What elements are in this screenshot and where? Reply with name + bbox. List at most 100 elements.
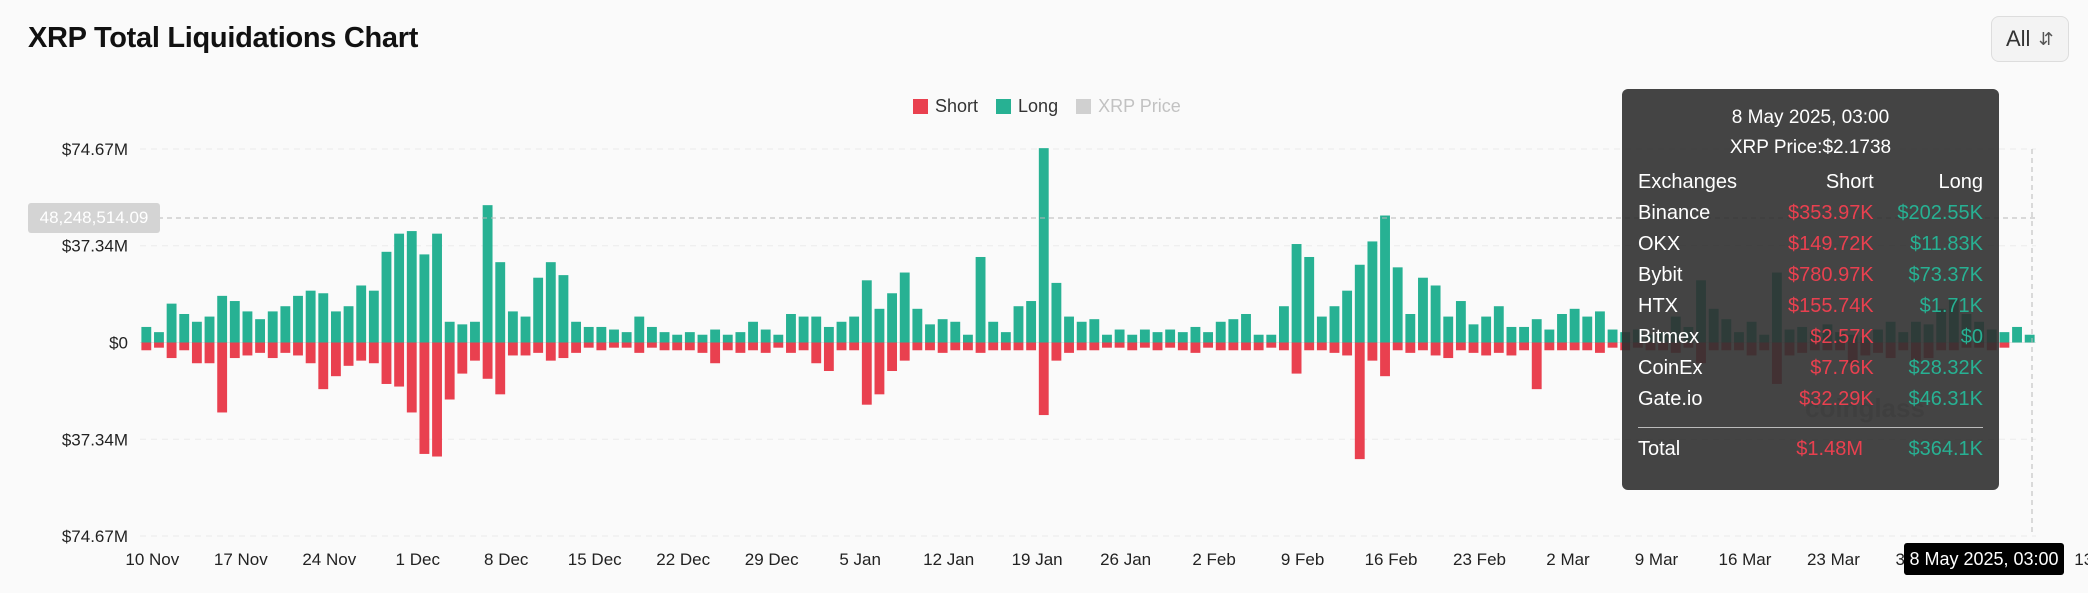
long-bar[interactable] — [1557, 313, 1567, 343]
short-bar[interactable] — [1329, 342, 1340, 353]
short-bar[interactable] — [330, 342, 341, 377]
long-bar[interactable] — [760, 329, 771, 343]
short-bar[interactable] — [1342, 342, 1353, 356]
short-bar[interactable] — [432, 342, 442, 457]
long-bar[interactable] — [1506, 326, 1517, 343]
short-bar[interactable] — [495, 342, 506, 395]
short-bar[interactable] — [1102, 342, 1112, 348]
long-bar[interactable] — [495, 262, 506, 343]
short-bar[interactable] — [1481, 342, 1492, 356]
short-bar[interactable] — [1544, 342, 1555, 351]
short-bar[interactable] — [887, 342, 898, 372]
short-bar[interactable] — [217, 342, 228, 413]
long-bar[interactable] — [1405, 313, 1416, 343]
short-bar[interactable] — [1228, 342, 1239, 351]
long-bar[interactable] — [1013, 306, 1024, 343]
short-bar[interactable] — [773, 342, 784, 348]
long-bar[interactable] — [356, 285, 367, 343]
range-select[interactable]: All ⇵ — [1991, 16, 2069, 62]
short-bar[interactable] — [482, 342, 493, 379]
short-bar[interactable] — [1114, 342, 1125, 348]
long-bar[interactable] — [836, 321, 847, 343]
short-bar[interactable] — [1038, 342, 1049, 416]
short-bar[interactable] — [735, 342, 746, 353]
long-bar[interactable] — [1430, 285, 1441, 343]
long-bar[interactable] — [343, 306, 354, 343]
long-bar[interactable] — [179, 313, 190, 343]
long-bar[interactable] — [912, 308, 923, 343]
short-bar[interactable] — [179, 342, 190, 351]
short-bar[interactable] — [861, 342, 872, 405]
long-bar[interactable] — [811, 316, 822, 343]
long-bar[interactable] — [558, 275, 569, 343]
long-bar[interactable] — [1051, 282, 1062, 343]
long-bar[interactable] — [887, 293, 898, 343]
long-bar[interactable] — [646, 326, 657, 343]
long-bar[interactable] — [1304, 256, 1315, 343]
long-bar[interactable] — [1266, 334, 1277, 343]
short-bar[interactable] — [925, 342, 935, 351]
long-bar[interactable] — [394, 233, 405, 343]
short-bar[interactable] — [950, 342, 961, 351]
long-bar[interactable] — [406, 231, 417, 343]
long-bar[interactable] — [710, 329, 721, 343]
long-bar[interactable] — [1278, 306, 1289, 343]
short-bar[interactable] — [609, 342, 619, 348]
short-bar[interactable] — [1493, 342, 1504, 353]
long-bar[interactable] — [1241, 313, 1251, 343]
short-bar[interactable] — [621, 342, 632, 348]
long-bar[interactable] — [1114, 329, 1125, 343]
short-bar[interactable] — [1253, 342, 1264, 351]
long-bar[interactable] — [1594, 311, 1605, 343]
short-bar[interactable] — [811, 342, 822, 364]
long-bar[interactable] — [1468, 324, 1479, 343]
short-bar[interactable] — [697, 342, 708, 353]
short-bar[interactable] — [962, 342, 973, 351]
legend-item-short[interactable]: Short — [913, 96, 978, 117]
long-bar[interactable] — [1139, 329, 1150, 343]
long-bar[interactable] — [1493, 306, 1504, 343]
short-bar[interactable] — [1418, 342, 1428, 351]
long-bar[interactable] — [2012, 326, 2022, 343]
long-bar[interactable] — [1152, 332, 1163, 343]
short-bar[interactable] — [1026, 342, 1037, 351]
short-bar[interactable] — [1519, 342, 1530, 351]
short-bar[interactable] — [368, 342, 379, 364]
short-bar[interactable] — [1354, 342, 1365, 460]
long-bar[interactable] — [1165, 329, 1176, 343]
short-bar[interactable] — [672, 342, 683, 351]
short-bar[interactable] — [975, 342, 986, 353]
short-bar[interactable] — [1215, 342, 1226, 351]
short-bar[interactable] — [1152, 342, 1163, 351]
long-bar[interactable] — [596, 326, 607, 343]
long-bar[interactable] — [242, 311, 253, 343]
short-bar[interactable] — [571, 342, 582, 353]
short-bar[interactable] — [1557, 342, 1567, 351]
short-bar[interactable] — [1000, 342, 1011, 351]
short-bar[interactable] — [1506, 342, 1517, 356]
long-bar[interactable] — [1455, 301, 1466, 343]
long-bar[interactable] — [204, 316, 215, 343]
long-bar[interactable] — [1569, 308, 1580, 343]
short-bar[interactable] — [710, 342, 721, 364]
short-bar[interactable] — [293, 342, 303, 356]
short-bar[interactable] — [1531, 342, 1542, 390]
long-bar[interactable] — [1519, 326, 1530, 343]
long-bar[interactable] — [823, 326, 834, 343]
short-bar[interactable] — [154, 342, 164, 348]
short-bar[interactable] — [1607, 342, 1618, 348]
short-bar[interactable] — [280, 342, 291, 353]
legend-item-xrp-price[interactable]: XRP Price — [1076, 96, 1181, 117]
long-bar[interactable] — [457, 324, 468, 343]
long-bar[interactable] — [621, 332, 632, 343]
long-bar[interactable] — [533, 277, 544, 343]
short-bar[interactable] — [406, 342, 417, 413]
long-bar[interactable] — [1190, 326, 1201, 343]
short-bar[interactable] — [229, 342, 240, 359]
short-bar[interactable] — [1013, 342, 1024, 351]
long-bar[interactable] — [962, 334, 973, 343]
short-bar[interactable] — [558, 342, 569, 359]
long-bar[interactable] — [1102, 334, 1112, 343]
long-bar[interactable] — [583, 326, 594, 343]
short-bar[interactable] — [937, 342, 948, 353]
